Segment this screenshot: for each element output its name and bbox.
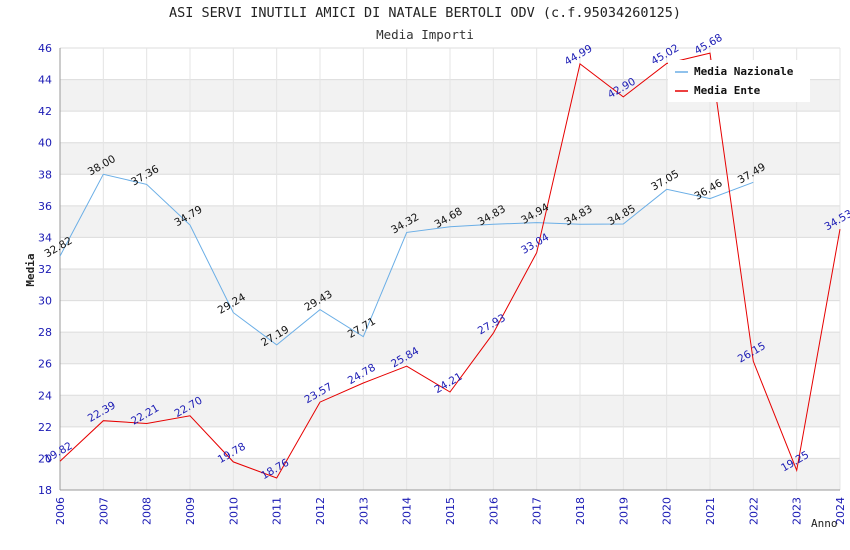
y-tick-label: 46 bbox=[38, 42, 52, 55]
y-tick-label: 36 bbox=[38, 200, 52, 213]
x-tick-label: 2013 bbox=[357, 497, 370, 525]
data-label: 44.99 bbox=[562, 43, 594, 68]
x-tick-label: 2015 bbox=[444, 497, 457, 525]
x-tick-label: 2016 bbox=[487, 497, 500, 525]
x-tick-label: 2019 bbox=[617, 497, 630, 525]
x-tick-label: 2014 bbox=[401, 497, 414, 525]
x-tick-labels: 2006 2007 2008 2009 2010 2011 2012 2013 2014 2015… bbox=[54, 497, 847, 525]
x-tick-label: 2007 bbox=[97, 497, 110, 525]
y-tick-label: 38 bbox=[38, 168, 52, 181]
y-tick-label: 42 bbox=[38, 105, 52, 118]
x-tick-label: 2021 bbox=[704, 497, 717, 525]
x-tick-label: 2008 bbox=[141, 497, 154, 525]
chart-subtitle: Media Importi bbox=[376, 27, 474, 42]
y-tick-label: 44 bbox=[38, 74, 52, 87]
y-tick-label: 22 bbox=[38, 421, 52, 434]
x-tick-label: 2011 bbox=[271, 497, 284, 525]
y-tick-label: 20 bbox=[38, 452, 52, 465]
legend-box bbox=[668, 60, 810, 102]
x-tick-label: 2022 bbox=[747, 497, 760, 525]
x-tick-label: 2018 bbox=[574, 497, 587, 525]
y-tick-label: 30 bbox=[38, 295, 52, 308]
x-tick-label: 2012 bbox=[314, 497, 327, 525]
legend: Media Nazionale Media Ente bbox=[668, 60, 810, 102]
x-tick-label: 2006 bbox=[54, 497, 67, 525]
legend-label-media-nazionale: Media Nazionale bbox=[694, 65, 794, 78]
x-tick-label: 2009 bbox=[184, 497, 197, 525]
y-tick-labels: 18 20 22 24 26 28 30 32 34 36 38 40 42 44 46 bbox=[38, 42, 52, 497]
y-tick-label: 28 bbox=[38, 326, 52, 339]
series-group bbox=[59, 52, 841, 479]
legend-label-media-ente: Media Ente bbox=[694, 84, 761, 97]
x-tick-label: 2023 bbox=[791, 497, 804, 525]
x-tick-label: 2010 bbox=[227, 497, 240, 525]
series-line-media-nazionale bbox=[59, 173, 754, 346]
y-tick-label: 26 bbox=[38, 358, 52, 371]
data-label: 24.21 bbox=[432, 371, 464, 396]
series-line-media-ente bbox=[59, 52, 841, 479]
y-tick-label: 32 bbox=[38, 263, 52, 276]
x-axis-label: Anno bbox=[811, 517, 838, 530]
x-tick-label: 2020 bbox=[661, 497, 674, 525]
chart-title: ASI SERVI INUTILI AMICI DI NATALE BERTOL… bbox=[168, 5, 682, 21]
data-label: 36.46 bbox=[692, 177, 724, 203]
x-tick-label: 2024 bbox=[834, 497, 847, 525]
y-tick-label: 34 bbox=[38, 231, 52, 244]
y-tick-label: 40 bbox=[38, 137, 52, 150]
y-tick-label: 18 bbox=[38, 484, 52, 497]
y-axis-label: Media bbox=[24, 253, 37, 286]
y-tick-label: 24 bbox=[38, 389, 52, 402]
x-tick-label: 2017 bbox=[531, 497, 544, 525]
